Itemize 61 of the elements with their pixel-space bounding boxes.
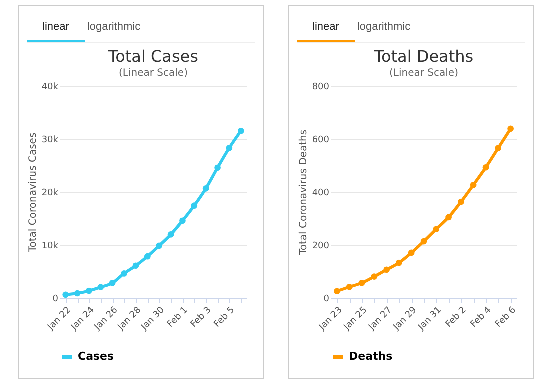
text: linear — [297, 14, 355, 42]
y-tick-label: 600 — [312, 136, 330, 146]
point — [384, 266, 390, 274]
point — [458, 198, 464, 206]
x-tick-label: Feb 5 — [212, 306, 238, 330]
x-tick-label: Feb 6 — [494, 305, 519, 330]
point — [420, 238, 428, 245]
point — [98, 284, 104, 290]
point — [132, 262, 140, 270]
y-axis-title: Total Coronavirus Deaths — [298, 130, 310, 256]
point — [371, 274, 378, 280]
point — [202, 186, 210, 192]
point — [446, 214, 452, 221]
point — [508, 126, 514, 132]
point — [396, 260, 402, 266]
y-tick-label: 800 — [312, 82, 330, 92]
point — [214, 164, 221, 172]
legend-label: Deaths — [349, 350, 394, 363]
point — [144, 253, 151, 260]
text: linear — [27, 14, 85, 42]
point — [168, 232, 174, 238]
x-tick-label: Feb 4 — [469, 305, 494, 330]
point — [470, 182, 477, 188]
y-tick-label: 40k — [42, 82, 60, 92]
point — [334, 288, 340, 295]
chart-subtitle: (Linear Scale) — [390, 68, 459, 79]
point — [408, 250, 415, 256]
point — [482, 164, 490, 171]
point — [156, 242, 163, 250]
text: logarithmic — [356, 20, 412, 35]
chart-title: Total Cases — [108, 47, 198, 66]
point — [74, 290, 81, 297]
x-tick-label: Jan 30 — [139, 305, 168, 334]
y-tick-label: 200 — [312, 242, 330, 252]
chart-title: Total Deaths — [373, 47, 474, 66]
x-tick-label: Feb 1 — [166, 306, 190, 330]
point — [121, 270, 128, 277]
chart-subtitle: (Linear Scale) — [119, 68, 188, 79]
text: logarithmic — [86, 20, 142, 35]
y-tick-label: 0 — [324, 294, 330, 304]
point — [495, 145, 502, 152]
point — [191, 202, 198, 209]
point — [180, 218, 186, 224]
point — [433, 226, 440, 233]
point — [62, 292, 70, 298]
x-tick-label: Feb 3 — [189, 306, 214, 330]
point — [238, 128, 244, 134]
x-tick-label: Feb 2 — [444, 306, 469, 330]
y-axis-title: Total Coronavirus Cases — [28, 132, 39, 254]
x-tick-label: Jan 22 — [46, 306, 74, 334]
y-tick-label: 0 — [52, 294, 59, 304]
point — [358, 280, 366, 286]
point — [346, 284, 353, 290]
point — [86, 288, 92, 294]
y-tick-label: 10k — [42, 242, 60, 252]
y-tick-label: 20k — [42, 188, 60, 198]
point — [226, 144, 233, 152]
legend-label: Cases — [78, 350, 115, 363]
point — [109, 280, 116, 286]
y-tick-label: 30k — [42, 136, 60, 146]
y-tick-label: 400 — [312, 188, 330, 198]
